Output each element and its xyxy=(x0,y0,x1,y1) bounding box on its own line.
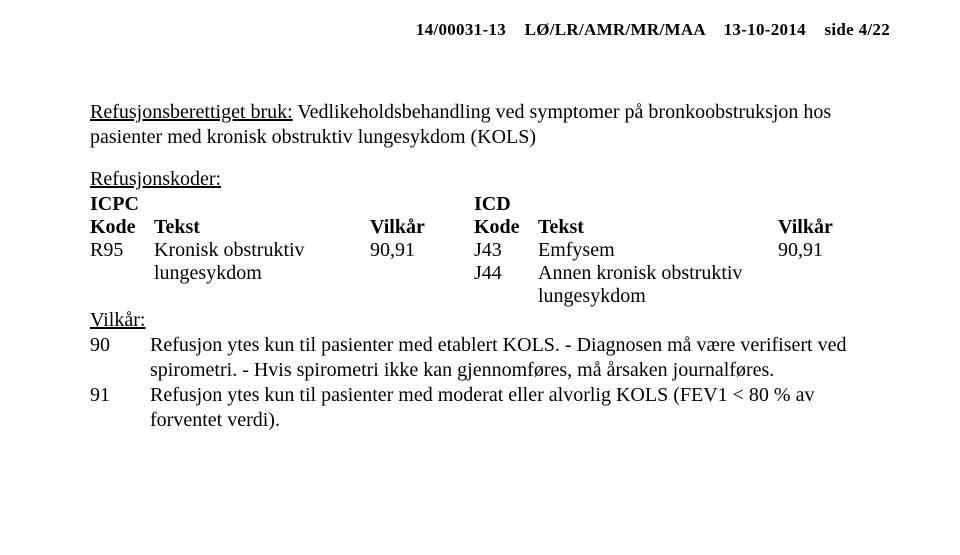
left-system: ICPC xyxy=(90,193,474,216)
left-col-cond: Vilkår xyxy=(370,216,474,239)
header-codes: LØ/LR/AMR/MR/MAA xyxy=(525,20,705,39)
refund-codes-title: Refusjonskoder: xyxy=(90,168,890,191)
condition-row-0: 90 Refusjon ytes kun til pasienter med e… xyxy=(90,333,890,383)
header-page: side 4/22 xyxy=(824,20,890,39)
condition-text-1: Refusjon ytes kun til pasienter med mode… xyxy=(150,383,890,433)
left-cond-1 xyxy=(370,262,474,308)
left-code-0: R95 xyxy=(90,239,154,262)
column-header-row: Kode Tekst Vilkår Kode Tekst Vilkår xyxy=(90,216,890,239)
header-date: 13-10-2014 xyxy=(724,20,806,39)
condition-num-0: 90 xyxy=(90,333,150,383)
left-code-1 xyxy=(90,262,154,308)
document-page: 14/00031-13 LØ/LR/AMR/MR/MAA 13-10-2014 … xyxy=(0,0,960,453)
right-code-0: J43 xyxy=(474,239,538,262)
left-text-0: Kronisk obstruktiv lungesykdom xyxy=(154,239,370,308)
right-text-1: Annen kronisk obstruktiv lungesykdom xyxy=(538,262,778,308)
left-col-text: Tekst xyxy=(154,216,370,239)
right-text-0: Emfysem xyxy=(538,239,778,262)
conditions-title: Vilkår: xyxy=(90,308,890,333)
right-col-cond: Vilkår xyxy=(778,216,890,239)
header-case-no: 14/00031-13 xyxy=(416,20,506,39)
usage-paragraph: Refusjonsberettiget bruk: Vedlikeholdsbe… xyxy=(90,100,890,150)
system-header-row: ICPC ICD xyxy=(90,193,890,216)
condition-text-0: Refusjon ytes kun til pasienter med etab… xyxy=(150,333,890,383)
right-col-text: Tekst xyxy=(538,216,778,239)
right-cond-1 xyxy=(778,262,890,308)
right-cond-0: 90,91 xyxy=(778,239,890,262)
refund-codes-section: Refusjonskoder: ICPC ICD Kode Tekst Vilk… xyxy=(90,168,890,308)
page-header: 14/00031-13 LØ/LR/AMR/MR/MAA 13-10-2014 … xyxy=(90,20,890,40)
right-code-1: J44 xyxy=(474,262,538,308)
right-col-code: Kode xyxy=(474,216,538,239)
left-col-code: Kode xyxy=(90,216,154,239)
condition-num-1: 91 xyxy=(90,383,150,433)
codes-table: ICPC ICD Kode Tekst Vilkår Kode Tekst Vi… xyxy=(90,193,890,308)
conditions-section: Vilkår: 90 Refusjon ytes kun til pasient… xyxy=(90,308,890,433)
usage-label: Refusjonsberettiget bruk: xyxy=(90,101,293,123)
right-system: ICD xyxy=(474,193,890,216)
condition-row-1: 91 Refusjon ytes kun til pasienter med m… xyxy=(90,383,890,433)
code-row-1: R95 Kronisk obstruktiv lungesykdom 90,91… xyxy=(90,239,890,262)
left-cond-0: 90,91 xyxy=(370,239,474,262)
